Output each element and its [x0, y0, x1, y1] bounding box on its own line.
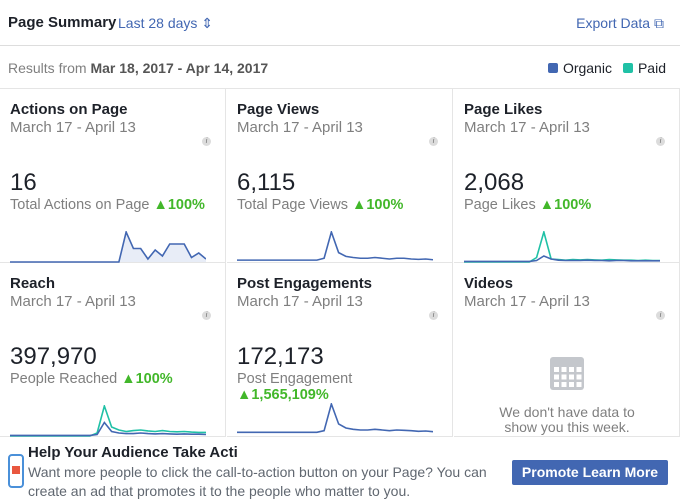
sparkline-area [10, 232, 206, 262]
card-title: Reach [10, 275, 56, 292]
banner: Help Your Audience Take Acti Want more p… [0, 440, 680, 500]
calendar-cell [561, 367, 567, 372]
metric-label-text: Page Likes [464, 197, 536, 213]
sparkline-paid [464, 231, 660, 263]
metric-label: Post Engagement ▲1,565,109% [237, 371, 447, 403]
divider [0, 88, 680, 89]
legend-swatch [622, 63, 633, 73]
calendar-cell [569, 367, 574, 372]
swatch [622, 63, 633, 73]
card-dates: March 17 - April 13 [10, 293, 136, 310]
info-icon: i [429, 311, 438, 320]
card-title: Page Likes [464, 101, 543, 118]
phone-icon [8, 454, 24, 488]
legend-item: Paid [622, 60, 666, 76]
card-dates: March 17 - April 13 [464, 293, 590, 310]
metric-label: Total Page Views ▲100% [237, 197, 447, 213]
sparkline-organic [237, 231, 433, 261]
info-icon: i [202, 137, 211, 146]
metric-label: People Reached ▲100% [10, 371, 220, 387]
metric-card: Actions on Page March 17 - April 13 i 16 Tot… [0, 89, 226, 263]
metric-label-text: People Reached [10, 371, 118, 387]
results-range: Mar 18, 2017 - Apr 14, 2017 [90, 60, 269, 76]
calendar-cell [569, 382, 574, 387]
sparkline [10, 405, 206, 437]
card-title: Videos [464, 275, 513, 292]
card-title: Actions on Page [10, 101, 128, 118]
calendar-cell [554, 374, 559, 380]
metric-label-text: Total Page Views [237, 197, 348, 213]
metric-card: Post Engagements March 17 - April 13 i 172,… [227, 263, 453, 437]
export-text: Export Data [576, 15, 651, 31]
metric-value: 16 [10, 169, 37, 196]
info-icon: i [202, 311, 211, 320]
promote-text: Promote Learn More [521, 464, 659, 480]
calendar-cell [554, 382, 559, 387]
metric-change: ▲100% [352, 197, 404, 213]
banner-title: Help Your Audience Take Acti [28, 444, 238, 461]
calendar-cell [561, 374, 567, 380]
calendar-cell [576, 367, 582, 372]
legend-swatch [547, 63, 558, 73]
metric-label: Page Likes ▲100% [464, 197, 674, 213]
sparkline [237, 403, 433, 434]
swatch [547, 63, 558, 73]
legend-item: Organic [547, 60, 612, 76]
sparkline-paid [10, 405, 206, 437]
sparkline-organic [10, 421, 206, 437]
calendar-body [550, 357, 584, 390]
sparkline [10, 231, 206, 263]
metric-value: 6,115 [237, 169, 296, 196]
info-icon: i [429, 137, 438, 146]
metric-value: 2,068 [464, 169, 525, 196]
metric-value: 172,173 [237, 343, 324, 370]
export-button[interactable]: Export Data ⧉ [576, 15, 664, 31]
calendar-icon [550, 357, 584, 390]
metric-label-text: Post Engagement [237, 371, 353, 387]
legend-label: Paid [637, 60, 666, 76]
banner-text: Want more people to click the call-to-ac… [28, 464, 487, 499]
period-select[interactable]: Last 28 days ⇕ [118, 15, 214, 31]
metric-card: Reach March 17 - April 13 i 397,970 People R… [0, 263, 226, 437]
calendar-cell [561, 382, 567, 387]
metric-change: ▲100% [121, 371, 173, 387]
metric-value: 397,970 [10, 343, 97, 370]
empty-message: We don't have data to show you this week… [499, 404, 635, 435]
results-prefix: Results from [8, 60, 87, 76]
card-title: Post Engagements [237, 275, 373, 292]
legend-label: Organic [562, 60, 612, 76]
card-dates: March 17 - April 13 [237, 293, 363, 310]
metric-card: Page Views March 17 - April 13 i 6,115 Total… [227, 89, 453, 263]
calendar-cell [576, 374, 582, 380]
info-icon: i [656, 311, 665, 320]
metric-card: Page Likes March 17 - April 13 i 2,068 Page … [454, 89, 680, 263]
calendar-cell [576, 382, 582, 387]
period-text: Last 28 days [118, 15, 198, 31]
sparkline-organic [237, 403, 433, 434]
metric-label-text: Total Actions on Page [10, 197, 150, 213]
metric-card: Videos March 17 - April 13 i We don't have … [454, 263, 680, 437]
metric-change: ▲100% [153, 197, 205, 213]
card-dates: March 17 - April 13 [464, 119, 590, 136]
metric-change: ▲100% [539, 197, 592, 213]
divider [0, 45, 680, 46]
metric-change: ▲1,565,109% [237, 387, 329, 403]
sparkline [237, 231, 433, 261]
info-icon: i [656, 137, 665, 146]
card-dates: March 17 - April 13 [10, 119, 136, 136]
results-line: Results from Mar 18, 2017 - Apr 14, 2017 [8, 60, 268, 76]
card-title: Page Views [237, 101, 320, 118]
sparkline-organic [10, 231, 206, 263]
promote-button[interactable]: Promote Learn More [512, 460, 668, 485]
legend: Organic Paid [547, 60, 666, 76]
calendar-cell [554, 367, 559, 372]
card-dates: March 17 - April 13 [237, 119, 363, 136]
metric-label: Total Actions on Page ▲100% [10, 197, 220, 213]
sparkline-organic [464, 255, 660, 263]
calendar-cell [569, 374, 574, 380]
page-title: Page Summary [8, 14, 117, 31]
sparkline [464, 231, 660, 263]
